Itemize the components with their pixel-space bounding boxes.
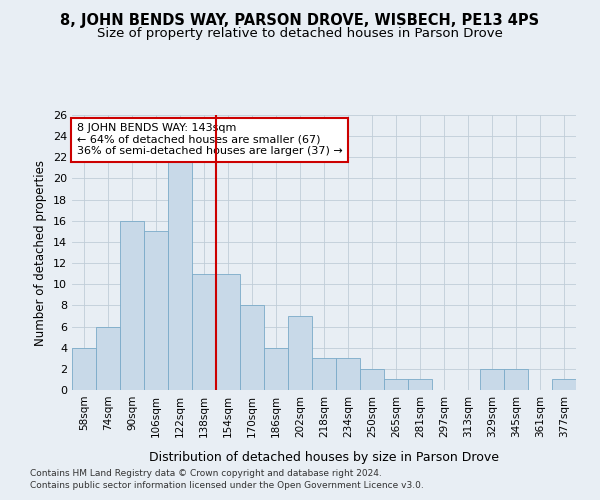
Bar <box>312 358 336 390</box>
Text: Size of property relative to detached houses in Parson Drove: Size of property relative to detached ho… <box>97 28 503 40</box>
Bar <box>264 348 288 390</box>
Text: Contains HM Land Registry data © Crown copyright and database right 2024.: Contains HM Land Registry data © Crown c… <box>30 468 382 477</box>
Bar <box>72 348 96 390</box>
Text: Distribution of detached houses by size in Parson Drove: Distribution of detached houses by size … <box>149 451 499 464</box>
Text: Contains public sector information licensed under the Open Government Licence v3: Contains public sector information licen… <box>30 481 424 490</box>
Text: 8 JOHN BENDS WAY: 143sqm
← 64% of detached houses are smaller (67)
36% of semi-d: 8 JOHN BENDS WAY: 143sqm ← 64% of detach… <box>77 123 343 156</box>
Bar <box>192 274 216 390</box>
Bar <box>240 306 264 390</box>
Bar <box>504 369 528 390</box>
Bar <box>408 380 432 390</box>
Bar <box>384 380 408 390</box>
Text: 8, JOHN BENDS WAY, PARSON DROVE, WISBECH, PE13 4PS: 8, JOHN BENDS WAY, PARSON DROVE, WISBECH… <box>61 12 539 28</box>
Bar <box>360 369 384 390</box>
Bar <box>216 274 240 390</box>
Bar <box>552 380 576 390</box>
Y-axis label: Number of detached properties: Number of detached properties <box>34 160 47 346</box>
Bar <box>96 326 120 390</box>
Bar <box>168 158 192 390</box>
Bar <box>144 232 168 390</box>
Bar <box>120 221 144 390</box>
Bar <box>288 316 312 390</box>
Bar <box>480 369 504 390</box>
Bar <box>336 358 360 390</box>
